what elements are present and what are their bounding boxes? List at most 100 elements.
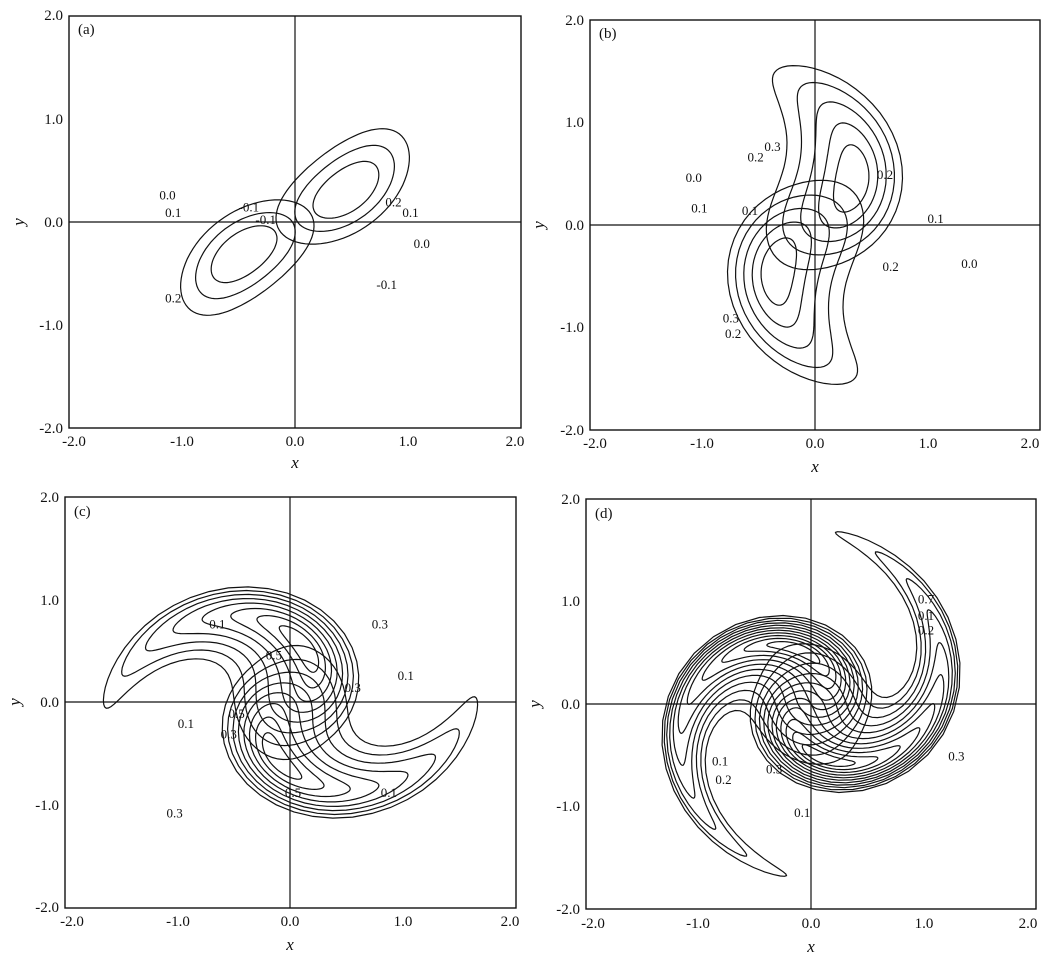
y-tick-label: 2.0: [565, 13, 584, 29]
x-axis-label-a: x: [290, 453, 299, 472]
contour-line: [275, 128, 411, 245]
x-tick-label: 2.0: [501, 914, 520, 930]
contour-line: [312, 160, 380, 219]
contour-value-label: 0.1: [165, 205, 181, 220]
x-axis-label-b: x: [810, 457, 819, 476]
y-tick-labels-c: 2.0 1.0 0.0 -1.0 -2.0: [35, 490, 59, 916]
contour-value-label: 0.2: [883, 259, 899, 274]
x-tick-labels-a: -2.0 -1.0 0.0 1.0 2.0: [62, 434, 524, 450]
contour-line: [765, 64, 904, 271]
contour-value-label: 0.7: [918, 592, 935, 607]
contour-value-label: 0.2: [715, 772, 731, 787]
contour-line: [782, 81, 896, 256]
y-tick-label: 2.0: [44, 8, 63, 24]
y-tick-label: 2.0: [40, 490, 59, 506]
y-tick-label: 0.0: [40, 695, 59, 711]
contour-line: [760, 237, 798, 306]
contour-line: [663, 617, 868, 857]
contour-value-label: 0.3: [372, 617, 388, 632]
y-tick-label: -2.0: [39, 421, 63, 437]
x-axis-label-c: x: [285, 935, 294, 954]
contour-value-label: 0.1: [691, 201, 707, 216]
panel-b: (b) 0.00.10.20.30.10.20.10.00.20.30.2 2.…: [529, 13, 1041, 476]
contour-value-label: 0.2: [725, 326, 741, 341]
contour-value-label: 0.5: [229, 706, 245, 721]
y-tick-label: 1.0: [565, 115, 584, 131]
contour-value-label: 0.1: [742, 203, 758, 218]
y-axis-label-b: y: [529, 221, 548, 231]
contour-line: [754, 551, 959, 791]
contour-value-label: 0.2: [748, 149, 764, 164]
x-tick-label: 1.0: [915, 916, 934, 932]
contour-value-label: 0.0: [414, 236, 430, 251]
x-tick-labels-d: -2.0 -1.0 0.0 1.0 2.0: [581, 916, 1037, 932]
y-tick-labels-a: 2.0 1.0 0.0 -1.0 -2.0: [39, 8, 63, 437]
contour-line: [230, 607, 333, 703]
contour-line: [172, 597, 344, 723]
contour-line: [261, 732, 303, 780]
x-tick-label: -1.0: [686, 916, 710, 932]
contour-line: [763, 609, 953, 786]
x-tick-label: -2.0: [62, 434, 86, 450]
x-axis-label-d: x: [806, 937, 815, 956]
y-tick-label: 2.0: [561, 492, 580, 508]
x-tick-label: -1.0: [166, 914, 190, 930]
y-tick-label: -1.0: [39, 318, 63, 334]
y-tick-label: -2.0: [556, 902, 580, 918]
contour-value-label: 0.0: [961, 256, 977, 271]
contour-value-label: -0.1: [255, 212, 276, 227]
contour-line: [102, 586, 360, 761]
x-tick-label: 0.0: [806, 436, 825, 452]
contour-labels-d: 0.70.10.20.10.20.30.30.1: [712, 592, 965, 820]
x-tick-label: 0.0: [286, 434, 305, 450]
contour-line: [278, 625, 320, 673]
contour-value-label: 0.1: [928, 211, 944, 226]
x-tick-label: -1.0: [170, 434, 194, 450]
contour-line: [734, 194, 848, 369]
contour-line: [817, 122, 879, 229]
contour-line: [767, 642, 950, 784]
x-tick-label: -2.0: [583, 436, 607, 452]
contour-value-label: 0.1: [381, 785, 397, 800]
contour-lines-b: [726, 64, 904, 386]
contour-line: [672, 624, 855, 766]
panel-c: (c) 0.1 0.3 0.5 0.1 0.3 0.5 0.1 0.3 0.5 0.1 0.3 2.…: [5, 490, 519, 954]
contour-line: [726, 179, 865, 386]
panel-label-a: (a): [78, 22, 95, 38]
x-tick-label: 0.0: [802, 916, 821, 932]
contour-line: [294, 144, 396, 233]
contour-line: [232, 671, 437, 812]
x-tick-label: 0.0: [281, 914, 300, 930]
contour-line: [661, 614, 873, 877]
contour-line: [669, 622, 859, 799]
y-tick-label: -2.0: [35, 900, 59, 916]
y-tick-label: -2.0: [560, 423, 584, 439]
contour-line: [771, 673, 945, 781]
plot-frame-b: [589, 19, 1041, 431]
contour-line: [666, 619, 864, 830]
contour-value-label: 0.1: [398, 668, 414, 683]
y-tick-labels-d: 2.0 1.0 0.0 -1.0 -2.0: [556, 492, 580, 918]
contour-line: [749, 531, 961, 794]
contour-value-label: 0.3: [948, 748, 964, 763]
contour-line: [194, 211, 296, 300]
contour-line: [237, 682, 409, 808]
contour-value-label: 0.0: [159, 187, 175, 202]
x-tick-label: 1.0: [394, 914, 413, 930]
y-tick-label: 0.0: [565, 218, 584, 234]
x-tick-labels-c: -2.0 -1.0 0.0 1.0 2.0: [60, 914, 519, 930]
contour-value-label: 0.2: [165, 290, 181, 305]
y-axis-label-c: y: [5, 698, 24, 708]
contour-value-label: 0.1: [209, 617, 225, 632]
contour-line: [800, 101, 887, 243]
plot-frame-c: [64, 496, 517, 909]
contour-value-label: 0.3: [764, 139, 780, 154]
panel-label-b: (b): [599, 26, 617, 42]
contour-value-label: -0.1: [239, 200, 260, 215]
contour-line: [226, 658, 460, 816]
y-axis-label-d: y: [525, 700, 544, 710]
x-tick-label: -1.0: [690, 436, 714, 452]
y-tick-label: 1.0: [44, 112, 63, 128]
x-tick-label: 2.0: [506, 434, 525, 450]
